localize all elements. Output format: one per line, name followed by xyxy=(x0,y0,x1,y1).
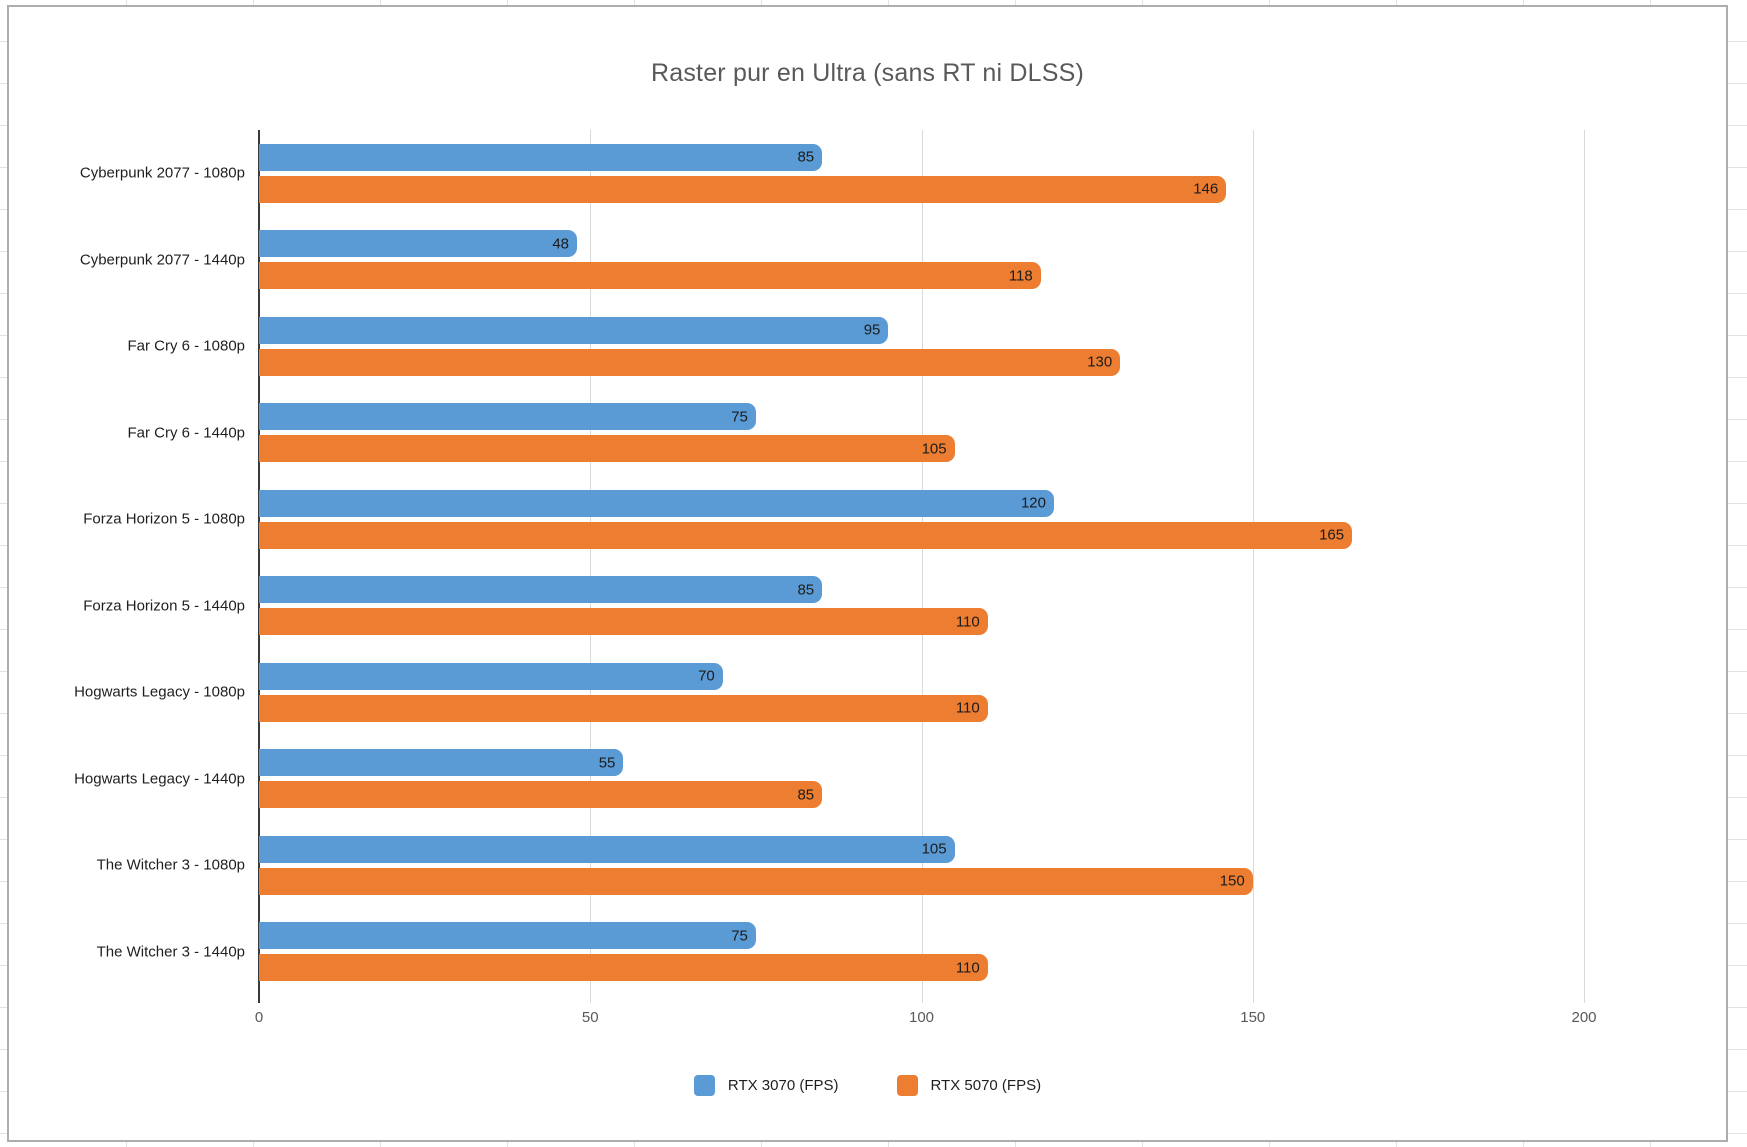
bar-value-label: 85 xyxy=(797,581,815,599)
x-tick-label-150: 150 xyxy=(1240,1009,1266,1026)
bar-value-label: 75 xyxy=(731,408,748,426)
bar-rtx5070[interactable]: 165 xyxy=(259,521,1353,549)
legend-swatch-rtx3070-icon xyxy=(693,1075,715,1096)
bar-rtx3070[interactable]: 105 xyxy=(259,835,955,863)
bar-value-label: 120 xyxy=(1020,494,1046,512)
gridline-50 xyxy=(590,130,592,1003)
x-tick-label-200: 200 xyxy=(1571,1009,1597,1026)
chart-title: Raster pur en Ultra (sans RT ni DLSS) xyxy=(650,59,1085,87)
bar-rtx5070[interactable]: 118 xyxy=(259,262,1041,290)
bar-rtx3070[interactable]: 75 xyxy=(259,922,756,950)
x-tick-label-50: 50 xyxy=(581,1009,599,1026)
bar-rtx5070[interactable]: 110 xyxy=(259,608,988,636)
legend-item-rtx5070[interactable]: RTX 5070 (FPS) xyxy=(896,1075,1042,1096)
category-label: Cyberpunk 2077 - 1440p xyxy=(79,251,245,269)
bar-value-label: 110 xyxy=(955,959,980,977)
bar-rtx5070[interactable]: 85 xyxy=(259,781,823,809)
bar-rtx3070[interactable]: 75 xyxy=(259,403,756,431)
bar-value-label: 95 xyxy=(863,321,881,339)
bar-rtx5070[interactable]: 130 xyxy=(259,348,1121,376)
bar-value-label: 146 xyxy=(1193,180,1219,198)
bar-value-label: 105 xyxy=(921,440,947,458)
bar-rtx5070[interactable]: 150 xyxy=(259,867,1253,895)
legend[interactable]: RTX 3070 (FPS) RTX 5070 (FPS) xyxy=(9,1075,1726,1096)
category-row: Cyberpunk 2077 - 1080p 85 146 xyxy=(80,130,1584,217)
chart-object[interactable]: Raster pur en Ultra (sans RT ni DLSS) 0 5… xyxy=(7,5,1728,1142)
category-label: Forza Horizon 5 - 1080p xyxy=(83,510,245,528)
y-axis-line xyxy=(258,130,260,1003)
category-row: Far Cry 6 - 1440p 75 105 xyxy=(127,390,1584,477)
bar-rtx3070[interactable]: 120 xyxy=(259,489,1054,517)
category-row: Hogwarts Legacy - 1080p 70 110 xyxy=(74,649,1584,736)
category-label: Hogwarts Legacy - 1440p xyxy=(74,770,245,788)
legend-label-rtx3070: RTX 3070 (FPS) xyxy=(727,1077,839,1094)
bar-rtx3070[interactable]: 70 xyxy=(259,662,723,690)
bar-value-label: 165 xyxy=(1319,526,1345,544)
legend-item-rtx3070[interactable]: RTX 3070 (FPS) xyxy=(693,1075,839,1096)
bar-value-label: 110 xyxy=(955,699,980,717)
bar-value-label: 70 xyxy=(698,667,715,685)
category-label: Hogwarts Legacy - 1080p xyxy=(74,683,245,701)
category-label: The Witcher 3 - 1080p xyxy=(96,856,245,874)
bar-value-label: 48 xyxy=(552,235,569,253)
category-label: Forza Horizon 5 - 1440p xyxy=(83,597,245,615)
bar-rtx3070[interactable]: 85 xyxy=(259,143,823,171)
category-label: Far Cry 6 - 1440p xyxy=(127,424,245,442)
bar-value-label: 150 xyxy=(1219,872,1245,890)
bar-value-label: 130 xyxy=(1087,353,1113,371)
category-row: Cyberpunk 2077 - 1440p 48 118 xyxy=(80,217,1584,304)
bar-value-label: 105 xyxy=(921,840,947,858)
category-row: Far Cry 6 - 1080p 95 130 xyxy=(127,303,1584,390)
bar-rtx3070[interactable]: 85 xyxy=(259,576,823,604)
category-row: The Witcher 3 - 1080p 105 150 xyxy=(97,822,1584,909)
category-label: The Witcher 3 - 1440p xyxy=(96,943,245,961)
bar-rtx5070[interactable]: 105 xyxy=(259,435,955,463)
bar-value-label: 55 xyxy=(598,754,616,772)
category-row: Hogwarts Legacy - 1440p 55 85 xyxy=(74,736,1584,823)
category-label: Far Cry 6 - 1080p xyxy=(127,337,245,355)
bar-value-label: 85 xyxy=(797,148,815,166)
x-axis: 0 50 100 150 200 xyxy=(255,995,1597,1035)
x-tick-label-100: 100 xyxy=(908,1009,935,1026)
bar-rtx5070[interactable]: 146 xyxy=(259,175,1227,203)
category-row: Forza Horizon 5 - 1440p 85 110 xyxy=(83,563,1584,650)
plot-area: 0 50 100 150 200 Cyberpunk 2077 - 1080p 85 146… xyxy=(74,130,1597,1026)
gridline-200 xyxy=(1584,130,1585,1003)
bar-value-label: 118 xyxy=(1008,267,1033,285)
bar-value-label: 110 xyxy=(955,613,980,631)
bar-value-label: 85 xyxy=(797,786,815,804)
x-tick-label-0: 0 xyxy=(254,1009,264,1026)
bar-rtx3070[interactable]: 55 xyxy=(259,749,624,777)
legend-label-rtx5070: RTX 5070 (FPS) xyxy=(930,1077,1042,1094)
category-row: Forza Horizon 5 - 1080p 120 165 xyxy=(83,476,1584,563)
category-label: Cyberpunk 2077 - 1080p xyxy=(79,164,245,182)
bar-rtx5070[interactable]: 110 xyxy=(259,954,988,982)
bar-value-label: 75 xyxy=(731,927,748,945)
bar-rtx5070[interactable]: 110 xyxy=(259,694,988,722)
gridline-100 xyxy=(921,130,923,1003)
bar-rtx3070[interactable]: 95 xyxy=(259,316,889,344)
gridline-150 xyxy=(1252,130,1254,1003)
bar-rtx3070[interactable]: 48 xyxy=(259,230,577,258)
legend-swatch-rtx5070-icon xyxy=(896,1075,918,1096)
category-row: The Witcher 3 - 1440p 75 110 xyxy=(97,909,1584,996)
